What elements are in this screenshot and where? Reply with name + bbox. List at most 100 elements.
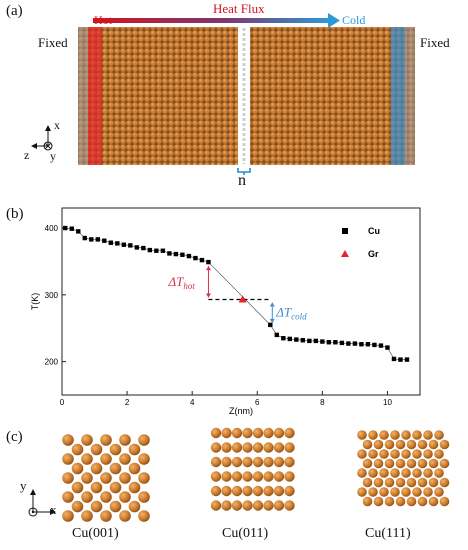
copper-atom xyxy=(357,449,367,459)
axis-y-label-a: y xyxy=(50,149,56,163)
cu-point xyxy=(287,336,293,342)
copper-atom xyxy=(242,500,253,511)
cu-point xyxy=(63,225,68,231)
axis-y-label-c: y xyxy=(20,478,27,493)
y-tick-label: 200 xyxy=(45,358,59,367)
copper-atom xyxy=(81,491,93,503)
dt-hot-arrowhead-bottom xyxy=(205,293,211,298)
copper-atom xyxy=(100,510,112,522)
axes-triad-a xyxy=(31,125,53,151)
copper-atom xyxy=(252,485,264,497)
copper-atom xyxy=(439,477,450,488)
cu-111-lattice xyxy=(357,430,450,507)
copper-atom xyxy=(373,477,384,488)
copper-atom xyxy=(210,485,222,497)
copper-atom xyxy=(284,500,295,511)
cu-point xyxy=(76,229,81,234)
cu-point xyxy=(89,237,94,242)
copper-atom xyxy=(379,487,389,497)
copper-atom xyxy=(439,439,450,450)
copper-atom xyxy=(263,456,274,468)
cu-point xyxy=(365,342,371,347)
copper-atom xyxy=(412,468,422,478)
copper-atom xyxy=(263,471,274,482)
plot-frame xyxy=(61,207,421,396)
copper-atom xyxy=(390,468,400,478)
copper-atom xyxy=(417,477,428,488)
copper-atom xyxy=(119,510,131,522)
copper-atom xyxy=(138,510,150,522)
cu-point xyxy=(398,357,403,362)
copper-atom xyxy=(71,481,84,494)
copper-atom xyxy=(62,472,74,484)
copper-atom xyxy=(395,439,406,450)
x-tick-label: 0 xyxy=(60,398,65,407)
copper-atom xyxy=(373,439,384,450)
copper-atom xyxy=(423,468,433,478)
cu-point xyxy=(115,241,120,246)
cu-point xyxy=(173,251,179,257)
copper-atom xyxy=(242,471,253,482)
dt-cold-label: ΔTcold xyxy=(275,305,307,322)
cu-001-lattice xyxy=(62,434,150,522)
fixed-region-right xyxy=(405,27,415,165)
y-tick-label: 400 xyxy=(45,224,59,233)
cu-point xyxy=(274,332,279,338)
copper-atom xyxy=(284,442,295,453)
copper-atom xyxy=(210,442,222,453)
copper-atom xyxy=(395,496,406,507)
copper-atom xyxy=(412,487,422,497)
copper-atom xyxy=(423,487,433,497)
copper-atom xyxy=(242,442,253,453)
heat-flux-label: Heat Flux xyxy=(213,1,265,16)
heat-flux-arrow-head xyxy=(328,13,340,28)
cu-point xyxy=(333,340,338,345)
copper-slab-left xyxy=(78,27,238,165)
copper-atom xyxy=(221,471,232,482)
panel-b-label: (b) xyxy=(6,206,24,222)
cu-point xyxy=(372,342,377,348)
copper-atom xyxy=(362,458,373,469)
copper-atom xyxy=(138,472,150,484)
copper-atom xyxy=(395,458,406,469)
y-tick-label: 300 xyxy=(45,291,59,300)
copper-atom xyxy=(138,491,150,503)
copper-atom xyxy=(263,485,274,497)
legend-cu-label: Cu xyxy=(368,226,380,236)
cu-point xyxy=(206,259,211,265)
axis-z-label-a: z xyxy=(24,148,30,162)
copper-atom xyxy=(221,485,232,497)
copper-atom xyxy=(368,430,378,440)
copper-atom xyxy=(428,477,439,488)
copper-atom xyxy=(439,496,450,507)
copper-atom xyxy=(119,472,131,484)
copper-atom xyxy=(406,458,417,469)
copper-atom xyxy=(357,430,367,440)
copper-atom xyxy=(109,481,122,494)
panel-c-label: (c) xyxy=(6,429,23,445)
copper-atom xyxy=(62,510,74,522)
copper-atom xyxy=(90,462,103,475)
copper-atom xyxy=(373,496,384,507)
copper-atom xyxy=(384,477,395,488)
cu-point xyxy=(281,336,286,341)
copper-atom xyxy=(412,430,422,440)
cu-point xyxy=(154,248,159,253)
cu-point xyxy=(404,357,410,362)
copper-atom xyxy=(379,449,389,459)
cu-point xyxy=(294,337,299,342)
cu-point xyxy=(307,338,312,344)
copper-atom xyxy=(273,471,285,482)
dt-cold-arrowhead-top xyxy=(269,302,275,307)
panel-a-label: (a) xyxy=(6,3,23,19)
cu-point xyxy=(300,338,306,343)
copper-atom xyxy=(71,462,84,475)
temperature-profile-chart: 0 2 4 6 8 10 200 300 400 Z(nm) T(K) ΔThot ΔTcold Cu… xyxy=(30,207,421,416)
copper-atom xyxy=(242,427,253,439)
copper-atom xyxy=(231,442,243,453)
cu-point xyxy=(102,238,107,243)
cu-point xyxy=(320,339,325,344)
copper-atom xyxy=(71,500,84,513)
cu-point xyxy=(167,251,172,256)
legend-gr-marker xyxy=(341,250,349,257)
